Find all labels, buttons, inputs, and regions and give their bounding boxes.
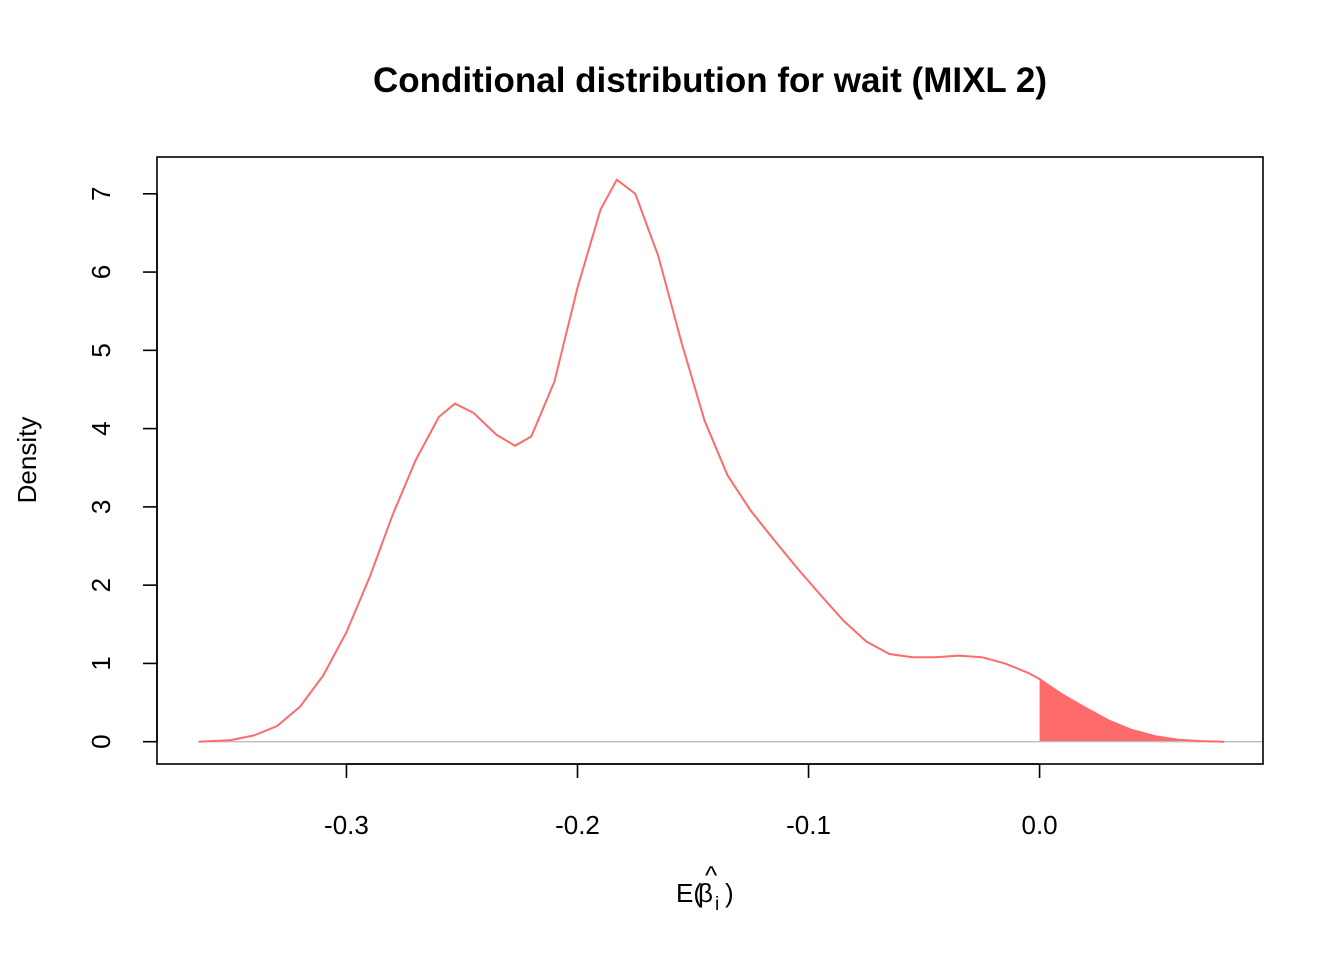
y-tick-label: 6 [86,265,116,279]
y-axis-label: Density [12,417,42,504]
y-tick-label: 4 [86,421,116,435]
x-axis: -0.3 -0.2 -0.1 0.0 [324,763,1058,840]
y-axis: 0 1 2 3 4 5 6 7 [86,187,158,749]
y-tick-label: 0 [86,734,116,748]
y-tick-label: 7 [86,187,116,201]
x-axis-label-prefix: E( [676,878,702,908]
x-tick-label: -0.3 [324,810,369,840]
chart-title: Conditional distribution for wait (MIXL … [373,61,1047,100]
y-tick-label: 2 [86,578,116,592]
y-tick-label: 1 [86,656,116,670]
x-axis-label-hat: ^ [705,860,718,890]
density-curve [198,178,1225,743]
x-axis-label: E( β ^ i ) [676,860,734,915]
x-axis-label-symbol: β [698,878,713,908]
x-axis-label-subscript: i [715,894,719,915]
plot-area [198,178,1263,743]
y-tick-label: 3 [86,500,116,514]
x-tick-label: -0.1 [786,810,831,840]
shaded-tail-area [1039,679,1225,742]
y-tick-label: 5 [86,343,116,357]
x-tick-label: -0.2 [555,810,600,840]
x-axis-label-suffix: ) [725,878,734,908]
x-tick-label: 0.0 [1022,810,1058,840]
plot-frame [156,156,1264,765]
